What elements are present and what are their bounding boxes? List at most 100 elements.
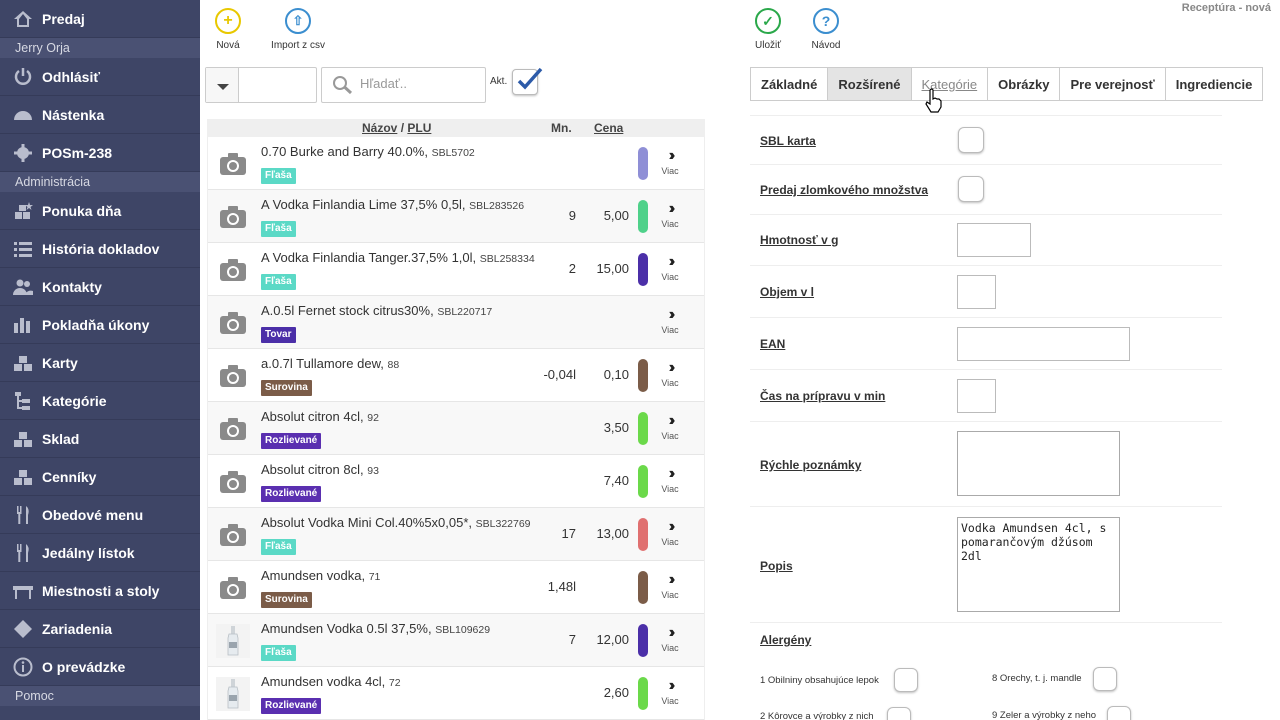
ean-input[interactable] <box>957 327 1130 361</box>
help-button[interactable]: ? Návod <box>791 8 861 51</box>
more-button[interactable]: ›› Viac <box>656 677 684 707</box>
table-row[interactable]: Amundsen Vodka 0.5l 37,5%, SBL109629 Fľa… <box>208 614 704 667</box>
allergen-checkbox[interactable] <box>894 668 918 692</box>
more-label: Viac <box>661 219 679 229</box>
sidebar-item-label: O prevádzke <box>42 658 126 675</box>
more-button[interactable]: ›› Viac <box>656 201 684 230</box>
camera-icon <box>216 412 250 446</box>
product-plu: 71 <box>368 571 381 583</box>
double-chevron-right-icon: ›› <box>668 412 676 429</box>
type-badge: Rozlievané <box>261 433 322 449</box>
sidebar-item-zariadenia[interactable]: Zariadenia <box>0 610 200 648</box>
product-list: 0.70 Burke and Barry 40.0%, SBL5702 Fľaš… <box>207 137 705 720</box>
sidebar-item-o-prevadzke[interactable]: O prevádzke <box>0 648 200 686</box>
description-textarea[interactable]: Vodka Amundsen 4cl, s pomarančovým džúso… <box>957 517 1120 612</box>
sidebar-item-cenniky[interactable]: Cenníky <box>0 458 200 496</box>
volume-label: Objem v l <box>760 285 815 299</box>
sidebar-item-sklad[interactable]: Sklad <box>0 420 200 458</box>
more-label: Viac <box>661 590 679 600</box>
more-button[interactable]: ›› Viac <box>656 519 684 548</box>
more-button[interactable]: ›› Viac <box>656 624 684 654</box>
sidebar-item-kontakty[interactable]: Kontakty <box>0 268 200 306</box>
table-row[interactable]: Amundsen vodka 4cl, 72 Rozlievané 2,60 ›… <box>208 667 704 720</box>
sidebar-item-ponuka-dna[interactable]: Ponuka dňa <box>0 192 200 230</box>
table-row[interactable]: A.0.5l Fernet stock citrus30%, SBL220717… <box>208 296 704 349</box>
list-header: Názov / PLU Mn. Cena <box>207 119 705 137</box>
weight-input[interactable] <box>957 223 1031 257</box>
tab-obrazky[interactable]: Obrázky <box>987 67 1060 101</box>
double-chevron-right-icon: ›› <box>668 624 676 641</box>
sidebar-item-device[interactable]: POSm-238 <box>0 134 200 172</box>
prep-input[interactable] <box>957 379 996 413</box>
allergens-label: Alergény <box>760 633 812 647</box>
sidebar-item-historia[interactable]: História dokladov <box>0 230 200 268</box>
boxes-icon <box>12 466 34 488</box>
table-row[interactable]: A Vodka Finlandia Lime 37,5% 0,5l, SBL28… <box>208 190 704 243</box>
table-row[interactable]: Absolut citron 4cl, 92 Rozlievané 3,50 ›… <box>208 402 704 455</box>
allergen-checkbox[interactable] <box>1093 667 1117 691</box>
product-name: A Vodka Finlandia Tanger.37,5% 1,0l, <box>261 250 477 265</box>
tab-ingrediencie[interactable]: Ingrediencie <box>1164 67 1264 101</box>
allergen-checkbox[interactable] <box>887 707 911 720</box>
filter-dropdown[interactable] <box>205 67 317 103</box>
type-badge: Surovina <box>261 592 312 608</box>
table-row[interactable]: A Vodka Finlandia Tanger.37,5% 1,0l, SBL… <box>208 243 704 296</box>
sidebar-item-jedalny-listok[interactable]: Jedálny lístok <box>0 534 200 572</box>
type-badge: Rozlievané <box>261 698 322 714</box>
quantity: 1,48l <box>547 579 576 594</box>
camera-icon <box>216 253 250 287</box>
save-button[interactable]: ✓ Uložiť <box>733 8 803 51</box>
double-chevron-right-icon: ›› <box>668 465 676 482</box>
tab-zakladne[interactable]: Základné <box>750 67 828 101</box>
volume-input[interactable] <box>957 275 996 309</box>
akt-checkbox[interactable] <box>512 67 543 95</box>
search-box <box>321 67 486 103</box>
upload-icon: ⇧ <box>285 8 311 34</box>
double-chevron-right-icon: ›› <box>668 677 676 694</box>
sidebar-item-miestnosti[interactable]: Miestnosti a stoly <box>0 572 200 610</box>
more-button[interactable]: ›› Viac <box>656 360 684 389</box>
sidebar-item-predaj[interactable]: Predaj <box>0 0 200 38</box>
allergen-checkbox[interactable] <box>1107 706 1131 720</box>
fraction-checkbox[interactable] <box>958 176 984 202</box>
table-row[interactable]: Absolut citron 8cl, 93 Rozlievané 7,40 ›… <box>208 455 704 508</box>
type-badge: Tovar <box>261 327 296 343</box>
sidebar-item-kategorie[interactable]: Kategórie <box>0 382 200 420</box>
product-plu: SBL283526 <box>469 200 525 212</box>
new-button[interactable]: + Nová <box>193 8 263 51</box>
more-button[interactable]: ›› Viac <box>656 254 684 283</box>
product-image <box>216 624 250 658</box>
sidebar-item-logout[interactable]: Odhlásiť <box>0 58 200 96</box>
more-button[interactable]: ›› Viac <box>656 465 684 495</box>
sidebar-item-obedove-menu[interactable]: Obedové menu <box>0 496 200 534</box>
tab-rozsirene[interactable]: Rozšírené <box>827 67 911 101</box>
more-button[interactable]: ›› Viac <box>656 572 684 601</box>
allergen-label: 2 Kôrovce a výrobky z nich <box>760 711 874 720</box>
sidebar-item-karty[interactable]: Karty <box>0 344 200 382</box>
new-button-label: Nová <box>216 40 240 51</box>
sort-name-link[interactable]: Názov <box>362 121 398 135</box>
table-row[interactable]: a.0.7l Tullamore dew, 88 Surovina -0,04l… <box>208 349 704 402</box>
chevron-down-icon[interactable] <box>206 68 239 102</box>
sidebar-item-dashboard[interactable]: Nástenka <box>0 96 200 134</box>
sidebar-item-label: Odhlásiť <box>42 68 101 85</box>
search-input[interactable] <box>360 76 480 91</box>
sort-plu-link[interactable]: PLU <box>407 121 432 135</box>
table-row[interactable]: Absolut Vodka Mini Col.40%5x0,05*, SBL32… <box>208 508 704 561</box>
sort-price-link[interactable]: Cena <box>594 121 624 135</box>
tab-kategorie[interactable]: Kategórie <box>910 67 988 101</box>
more-button[interactable]: ›› Viac <box>656 148 684 177</box>
tab-pre-verejnost[interactable]: Pre verejnosť <box>1059 67 1165 101</box>
table-row[interactable]: 0.70 Burke and Barry 40.0%, SBL5702 Fľaš… <box>208 137 704 190</box>
check-icon: ✓ <box>755 8 781 34</box>
table-row[interactable]: Amundsen vodka, 71 Surovina 1,48l ›› Viac <box>208 561 704 614</box>
sidebar-item-pokladna[interactable]: Pokladňa úkony <box>0 306 200 344</box>
more-button[interactable]: ›› Viac <box>656 412 684 442</box>
import-button[interactable]: ⇧ Import z csv <box>263 8 333 51</box>
allergen-label: 9 Zeler a výrobky z neho <box>992 710 1097 720</box>
notes-textarea[interactable] <box>957 431 1120 496</box>
row-volume: Objem v l <box>750 265 1222 317</box>
price: 5,00 <box>603 208 629 223</box>
sbl-checkbox[interactable] <box>958 127 984 153</box>
more-button[interactable]: ›› Viac <box>656 307 684 336</box>
